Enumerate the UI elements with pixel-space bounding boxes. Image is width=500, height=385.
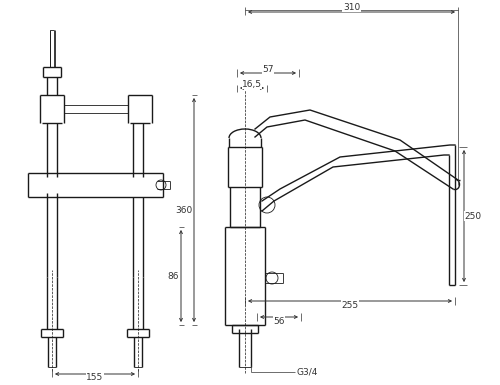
Text: 360: 360: [176, 206, 192, 214]
Text: G3/4: G3/4: [297, 368, 318, 377]
Text: 56: 56: [273, 316, 284, 325]
Text: 57: 57: [262, 65, 274, 74]
Text: 255: 255: [342, 301, 358, 310]
Text: 155: 155: [86, 373, 104, 382]
Text: 310: 310: [343, 2, 360, 12]
Text: 86: 86: [168, 271, 179, 281]
Text: 16,5: 16,5: [242, 79, 262, 89]
Text: 250: 250: [464, 211, 481, 221]
